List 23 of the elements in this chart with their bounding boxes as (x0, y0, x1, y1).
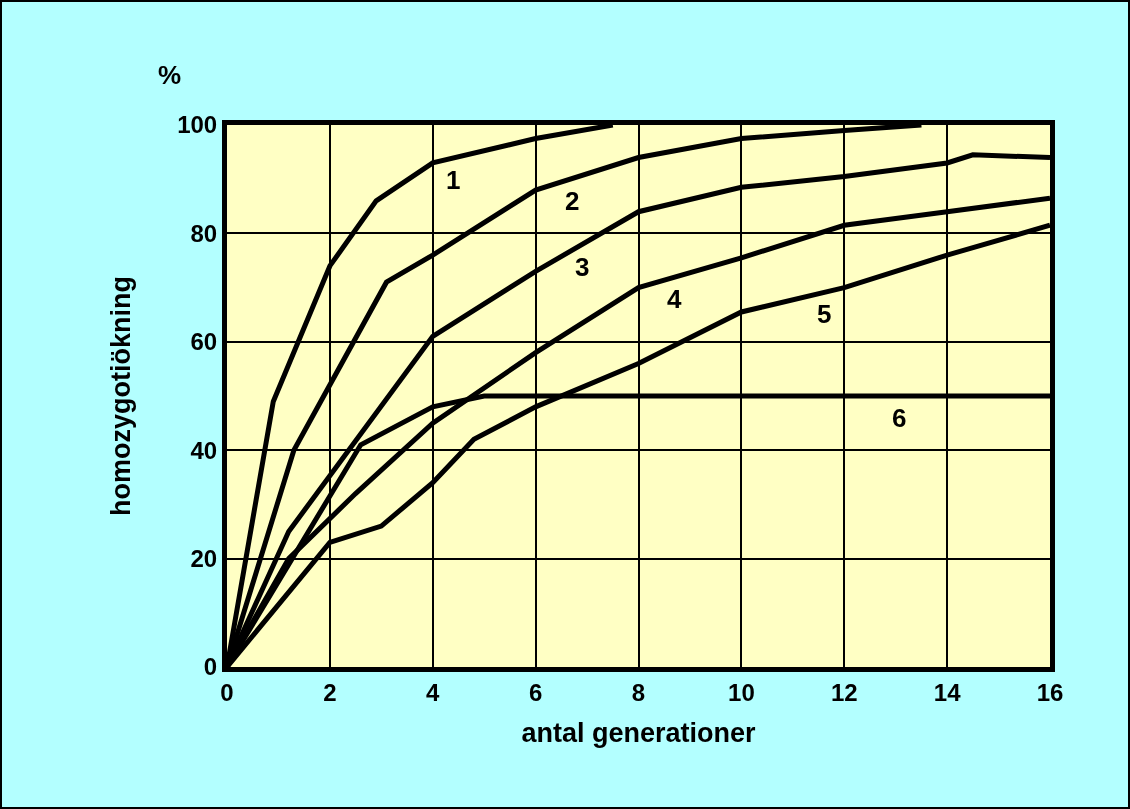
x-tick-label: 14 (933, 678, 962, 706)
series-label: 2 (565, 186, 580, 216)
series-label: 1 (446, 165, 461, 195)
series-label: 5 (817, 299, 832, 329)
x-tick-label: 12 (830, 678, 858, 706)
y-tick-label: 20 (190, 545, 218, 572)
series-label: 3 (575, 252, 590, 282)
x-tick-label: 10 (728, 678, 755, 706)
x-tick-label: 4 (426, 678, 441, 706)
text: % (158, 60, 182, 90)
x-tick-label: 8 (631, 678, 646, 706)
series-label: 4 (667, 284, 682, 314)
y-tick-label: 80 (190, 219, 218, 247)
x-tick-label: 16 (1036, 678, 1064, 706)
x-tick-label: 6 (528, 678, 543, 706)
y-tick-label: 0 (203, 653, 218, 681)
y-axis-title: homozygotiökning (106, 276, 137, 516)
y-tick-label: 100 (177, 111, 218, 139)
x-tick-label: 2 (323, 678, 337, 706)
y-tick-label: 40 (190, 436, 218, 464)
y-tick-label: 60 (190, 328, 218, 356)
x-axis-title: antal generationer (521, 718, 757, 749)
series-label: 6 (892, 403, 907, 433)
